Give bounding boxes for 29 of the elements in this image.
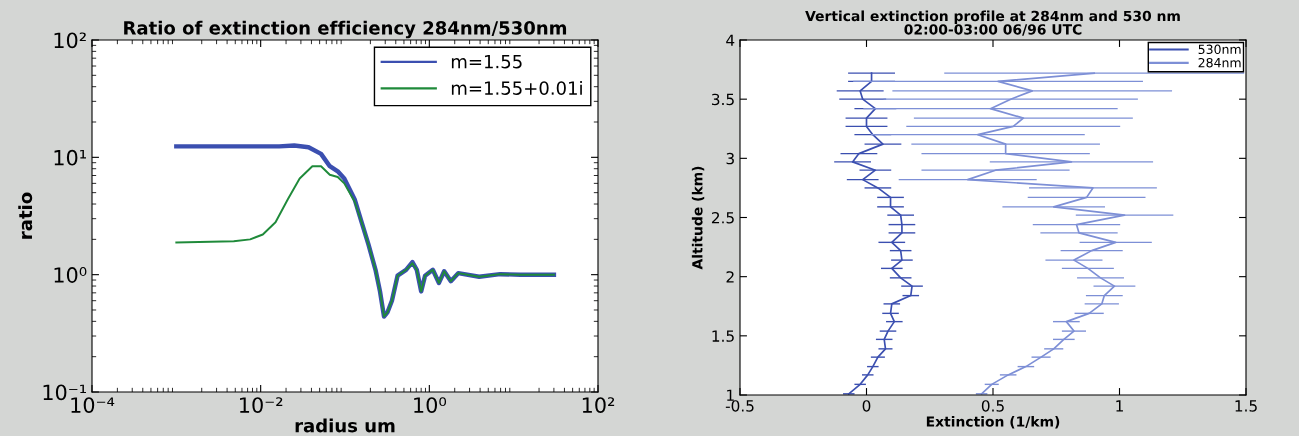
x-tick-label: 1: [1116, 400, 1123, 412]
x-axis-title: Extinction (1/km): [926, 416, 1060, 429]
y-axis-title: ratio: [18, 192, 33, 239]
x-tick-label: 10⁻²: [240, 397, 283, 413]
legend-label: 530nm: [1198, 44, 1241, 55]
x-axis-title: radius um: [295, 418, 395, 433]
legend-label: m=1.55: [451, 55, 522, 69]
y-tick-label: 1: [727, 389, 734, 401]
chart-title: Ratio of extinction efficiency 284nm/530nm: [124, 20, 567, 39]
x-tick-label: 10²: [582, 397, 615, 413]
y-tick-label: 10⁰: [54, 267, 87, 283]
y-tick-label: 3: [726, 152, 734, 165]
legend-label: 284nm: [1198, 57, 1241, 68]
x-tick-label: 0: [862, 400, 871, 412]
y-tick-label: 4: [726, 34, 735, 46]
x-tick-label: 0.5: [981, 400, 1004, 412]
x-tick-label: -0.5: [725, 400, 754, 412]
y-tick-label: 2: [726, 271, 734, 283]
y-tick-label: 3.5: [712, 93, 734, 106]
x-tick-label: 10⁰: [414, 397, 447, 413]
y-tick-label: 2.5: [711, 211, 734, 224]
y-tick-label: 10¹: [54, 149, 86, 166]
chart-subtitle: 02:00-03:00 06/96 UTC: [904, 24, 1082, 36]
legend-label: m=1.55+0.01i: [451, 80, 582, 95]
y-tick-label: 1.5: [712, 330, 734, 342]
y-tick-label: 10²: [54, 32, 86, 49]
y-axis-title: Altitude (km): [691, 166, 705, 270]
x-tick-label: 1.5: [1235, 400, 1257, 412]
chart-title: Vertical extinction profile at 284nm and 530 nm: [805, 10, 1180, 24]
